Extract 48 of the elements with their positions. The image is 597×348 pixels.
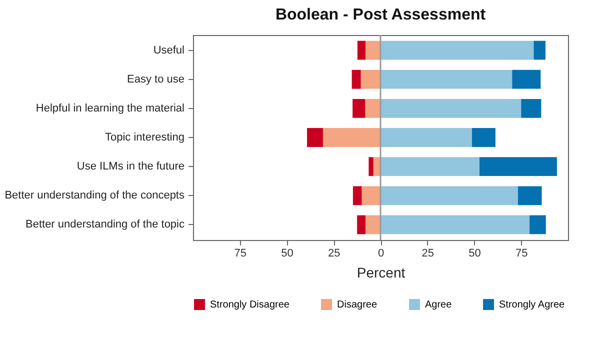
bar — [534, 40, 546, 60]
bar — [512, 70, 541, 89]
x-tick-label: 75 — [234, 248, 246, 260]
x-axis-title: Percent — [356, 264, 406, 280]
bar — [357, 40, 366, 60]
bar — [521, 98, 542, 118]
bar — [480, 157, 557, 176]
bar — [380, 157, 480, 176]
x-tick-label: 75 — [516, 248, 528, 260]
bar — [380, 186, 518, 206]
bar — [352, 70, 361, 89]
legend-label: Agree — [425, 300, 452, 311]
bar — [530, 215, 546, 234]
legend-label: Strongly Disagree — [210, 300, 290, 311]
y-tick-label: Useful — [153, 44, 184, 56]
bar — [380, 40, 534, 60]
bar — [366, 40, 380, 60]
y-tick-label: Better understanding of the topic — [26, 218, 185, 231]
bar — [373, 157, 380, 176]
legend-label: Disagree — [337, 300, 378, 311]
bar — [322, 128, 380, 147]
bar — [472, 128, 496, 147]
x-tick-label: 50 — [468, 248, 481, 260]
bar — [380, 128, 472, 147]
bar — [362, 186, 380, 206]
bar — [518, 186, 542, 206]
y-tick-label: Better understanding of the concepts — [4, 190, 185, 202]
bar — [380, 215, 530, 234]
x-tick-label: 50 — [281, 248, 294, 260]
bar — [307, 128, 323, 147]
legend-label: Strongly Agree — [499, 300, 566, 311]
x-tick-label: 0 — [378, 248, 384, 260]
bar — [380, 98, 522, 118]
bar — [352, 186, 362, 206]
bar — [365, 98, 380, 118]
x-tick-label: 25 — [328, 248, 340, 260]
x-tick-label: 25 — [422, 248, 434, 260]
bar — [357, 215, 366, 234]
bar — [380, 70, 512, 89]
bar — [366, 215, 380, 234]
y-tick-label: Easy to use — [127, 73, 184, 86]
bar — [360, 70, 380, 89]
y-tick-label: Use ILMs in the future — [76, 160, 184, 173]
bar — [368, 157, 374, 176]
y-tick-label: Helpful in learning the material — [36, 102, 184, 114]
y-tick-label: Topic interesting — [105, 132, 184, 144]
bar — [352, 98, 366, 118]
chart-title: Boolean - Post Assessment — [275, 6, 486, 24]
